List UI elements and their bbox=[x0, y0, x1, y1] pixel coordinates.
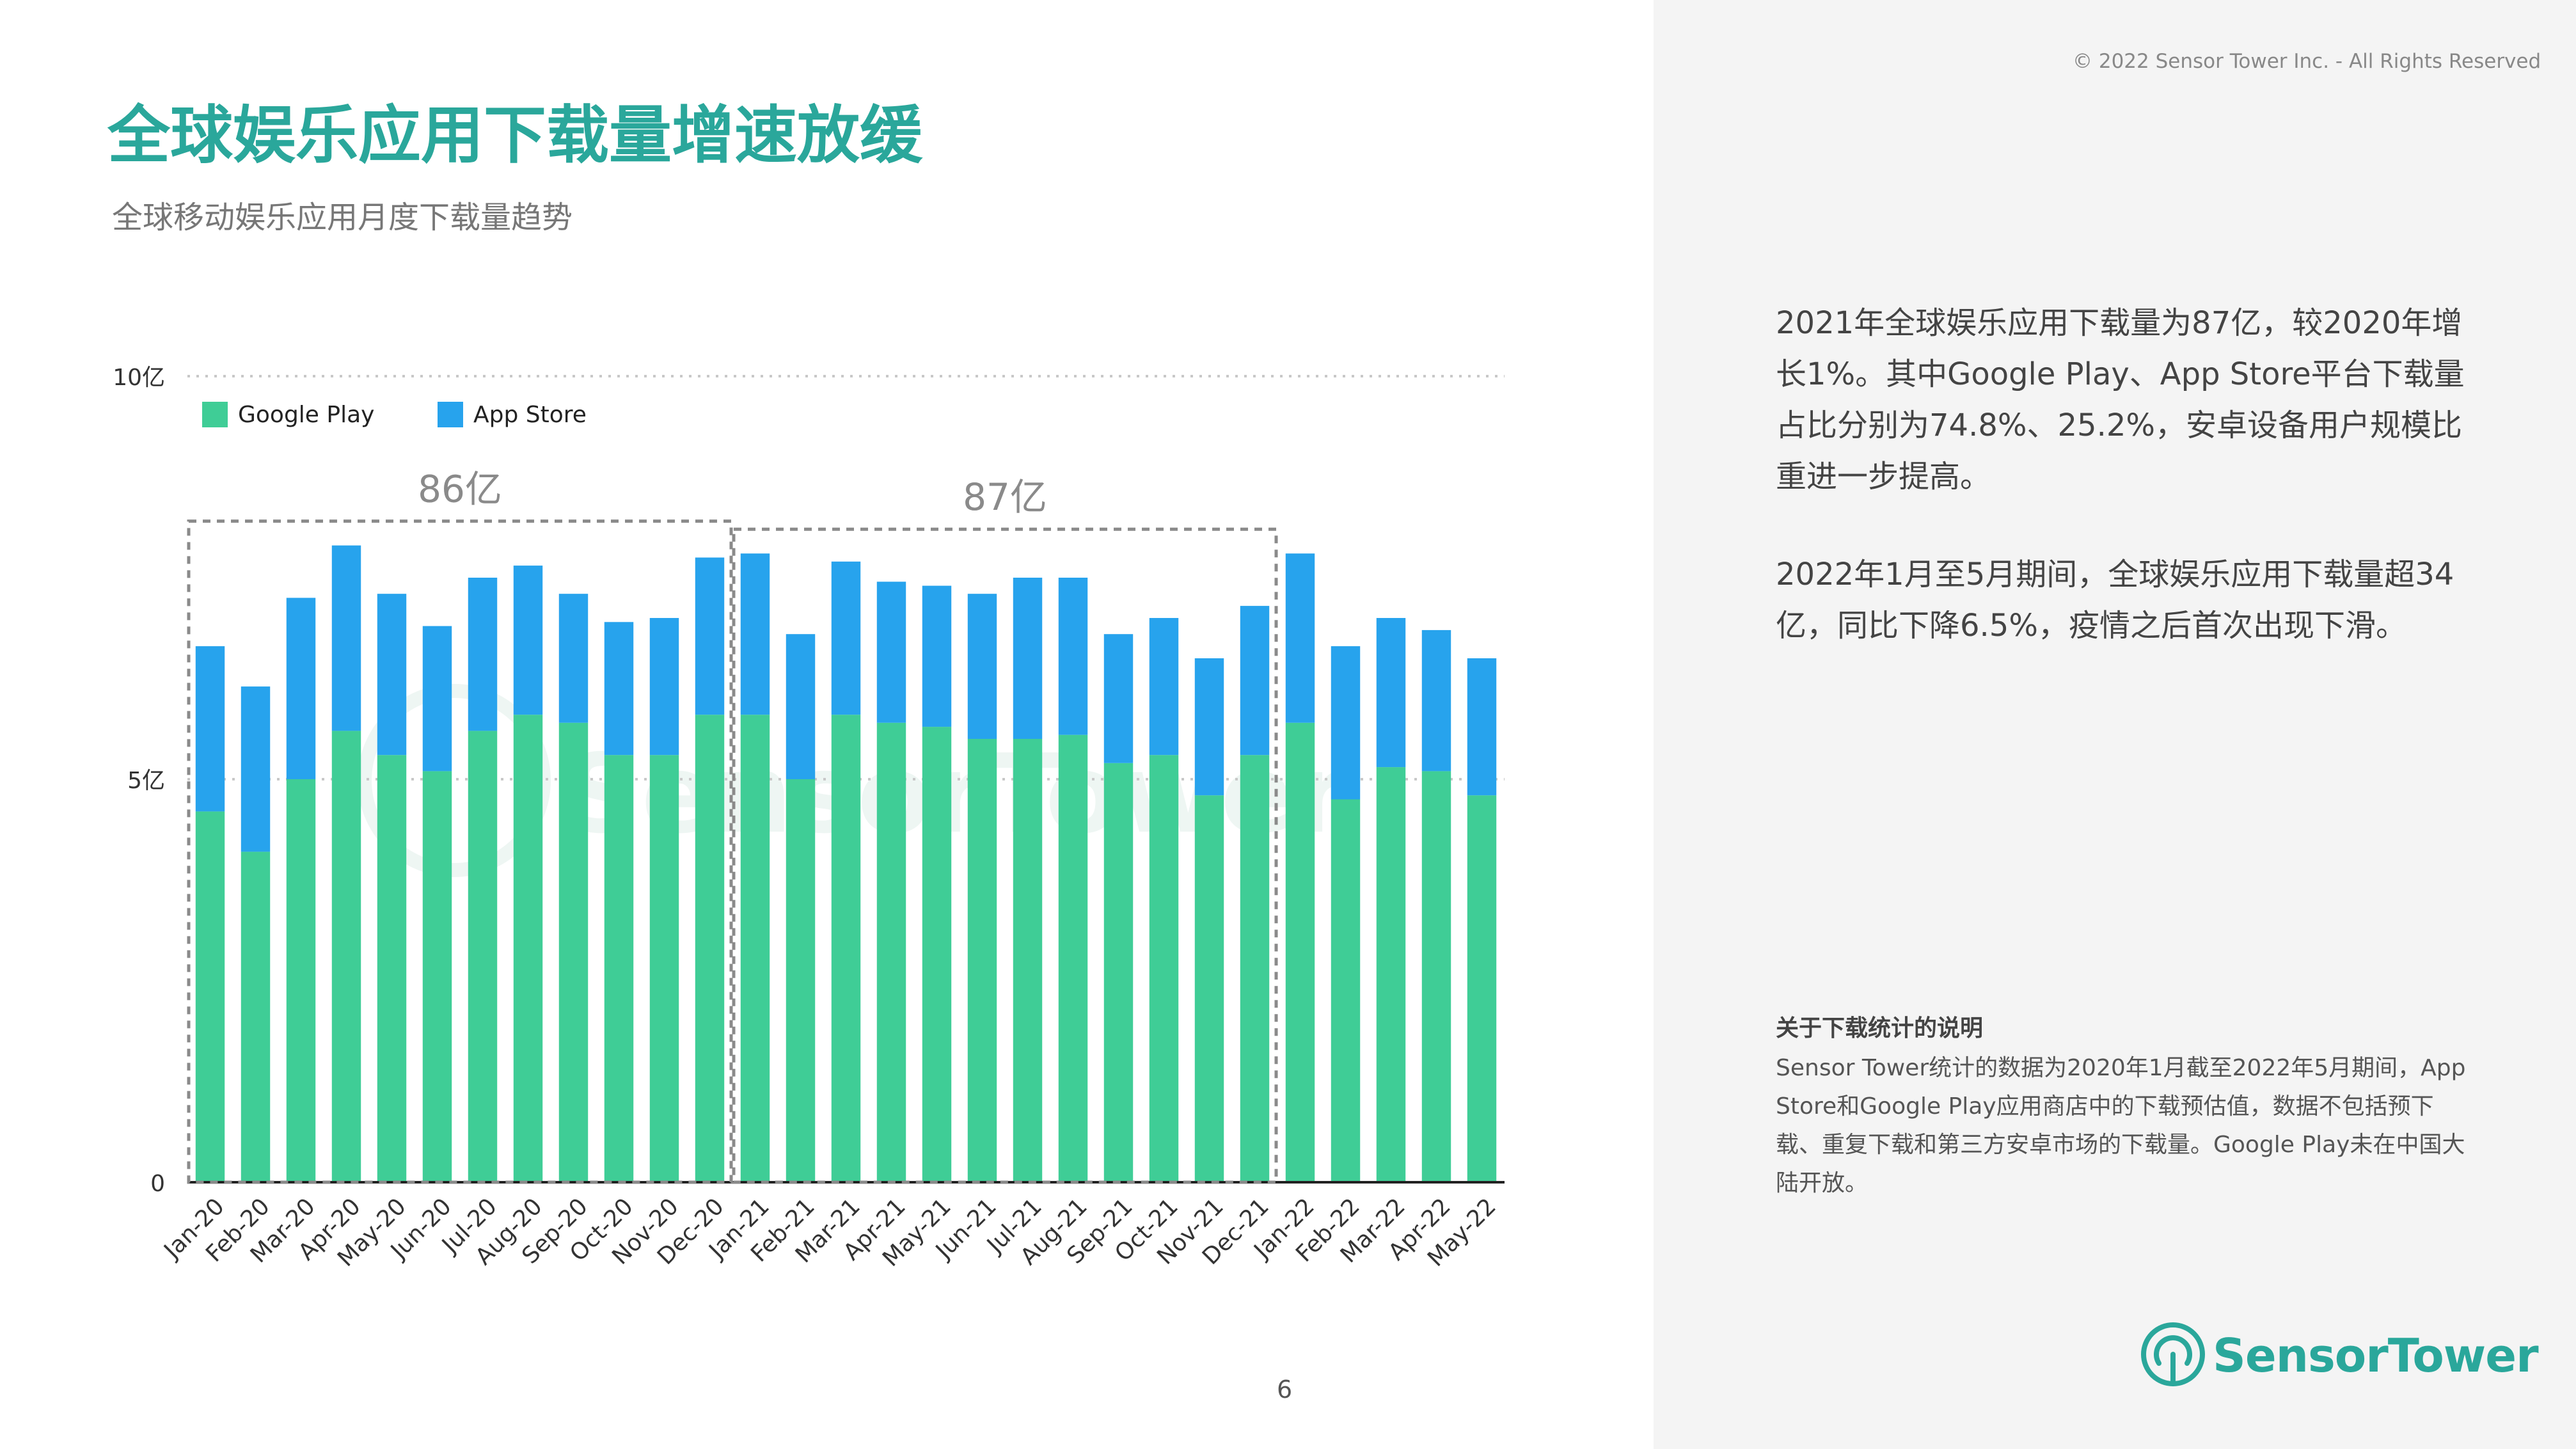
bar-app-store-May-21 bbox=[922, 585, 952, 727]
bar-google-play-Apr-20 bbox=[331, 731, 361, 1182]
annotation-box-1 bbox=[732, 527, 1278, 1184]
annotation-label: 87亿 bbox=[963, 475, 1047, 519]
note-body: Sensor Tower统计的数据为2020年1月截至2022年5月期间，App… bbox=[1776, 1055, 2466, 1196]
bar-app-store-Apr-20 bbox=[331, 545, 361, 731]
bar-app-store-Oct-20 bbox=[604, 622, 634, 756]
bar-google-play-Jan-22 bbox=[1285, 722, 1315, 1182]
copyright-text: © 2022 Sensor Tower Inc. - All Rights Re… bbox=[2073, 50, 2541, 73]
page-number: 6 bbox=[1277, 1375, 1293, 1404]
bar-google-play-Mar-22 bbox=[1376, 767, 1406, 1182]
bar-app-store-Dec-20 bbox=[695, 557, 725, 715]
logo-text: SensorTower bbox=[2213, 1329, 2539, 1382]
legend-swatch-google-play bbox=[202, 402, 228, 427]
bar-google-play-Oct-20 bbox=[604, 755, 634, 1182]
bar-app-store-Jun-20 bbox=[422, 626, 452, 772]
bar-google-play-Mar-20 bbox=[286, 779, 316, 1182]
stacked-bar-chart: SensorTower05亿10亿Jan-20Feb-20Mar-20Apr-2… bbox=[113, 365, 1505, 1272]
bar-app-store-Apr-22 bbox=[1421, 629, 1451, 772]
annotation-label: 86亿 bbox=[418, 468, 502, 511]
sensor-tower-logo-icon bbox=[2141, 1322, 2205, 1386]
y-tick-label: 5亿 bbox=[127, 768, 165, 794]
legend-label: App Store bbox=[473, 402, 587, 428]
legend-label: Google Play bbox=[238, 402, 374, 428]
bar-google-play-Apr-22 bbox=[1421, 771, 1451, 1182]
bar-google-play-May-21 bbox=[922, 727, 952, 1182]
bar-app-store-Jan-20 bbox=[195, 646, 225, 812]
bar-app-store-Mar-22 bbox=[1376, 618, 1406, 768]
bar-app-store-Feb-22 bbox=[1331, 646, 1361, 800]
bar-app-store-Nov-20 bbox=[649, 618, 679, 756]
bar-app-store-Feb-21 bbox=[786, 634, 816, 779]
bar-google-play-Feb-20 bbox=[241, 851, 271, 1182]
insight-paragraph-2022: 2022年1月至5月期间，全球娱乐应用下载量超34亿，同比下降6.5%，疫情之后… bbox=[1776, 557, 2454, 644]
bar-app-store-Sep-21 bbox=[1103, 634, 1134, 763]
note-title: 关于下载统计的说明 bbox=[1776, 1015, 1984, 1041]
bar-google-play-Oct-21 bbox=[1149, 755, 1179, 1182]
insights-panel bbox=[1654, 0, 2576, 1449]
bar-app-store-Mar-21 bbox=[831, 561, 861, 715]
bar-app-store-May-20 bbox=[377, 594, 407, 756]
bar-google-play-Jul-21 bbox=[1013, 739, 1043, 1182]
watermark-logo-icon bbox=[358, 684, 551, 877]
bar-google-play-Feb-22 bbox=[1331, 799, 1361, 1182]
bar-google-play-Jan-20 bbox=[195, 811, 225, 1182]
sensor-tower-logo: SensorTower bbox=[2140, 1321, 2539, 1391]
bar-google-play-Jun-21 bbox=[967, 739, 997, 1182]
y-tick-label: 0 bbox=[150, 1171, 165, 1197]
bar-app-store-Nov-21 bbox=[1194, 658, 1224, 796]
bar-google-play-Nov-20 bbox=[649, 755, 679, 1182]
bar-app-store-Sep-20 bbox=[558, 594, 589, 723]
bar-app-store-Jul-21 bbox=[1013, 578, 1043, 739]
bar-google-play-Apr-21 bbox=[876, 722, 906, 1182]
bar-app-store-Aug-21 bbox=[1058, 578, 1088, 735]
bar-app-store-Feb-20 bbox=[241, 686, 271, 852]
annotation-box-0 bbox=[187, 519, 733, 1184]
bar-app-store-Oct-21 bbox=[1149, 618, 1179, 756]
bar-google-play-Jul-20 bbox=[468, 731, 498, 1182]
chart-watermark: SensorTower bbox=[563, 731, 1348, 858]
bar-google-play-Aug-20 bbox=[513, 715, 543, 1182]
y-tick-label: 10亿 bbox=[113, 365, 165, 391]
bar-google-play-Jan-21 bbox=[740, 715, 770, 1182]
bar-app-store-Jun-21 bbox=[967, 594, 997, 739]
bar-google-play-Dec-21 bbox=[1240, 755, 1270, 1182]
bar-app-store-May-22 bbox=[1467, 658, 1497, 796]
bar-google-play-Jun-20 bbox=[422, 771, 452, 1182]
bar-app-store-Jul-20 bbox=[468, 578, 498, 731]
bar-app-store-Aug-20 bbox=[513, 566, 543, 715]
bar-app-store-Mar-20 bbox=[286, 598, 316, 779]
page-title: 全球娱乐应用下载量增速放缓 bbox=[107, 99, 923, 172]
bar-app-store-Apr-21 bbox=[876, 582, 906, 723]
bar-google-play-May-22 bbox=[1467, 795, 1497, 1182]
bar-google-play-Feb-21 bbox=[786, 779, 816, 1182]
legend-swatch-app-store bbox=[438, 402, 463, 427]
bar-google-play-Mar-21 bbox=[831, 715, 861, 1182]
bar-google-play-Aug-21 bbox=[1058, 734, 1088, 1182]
bar-app-store-Jan-21 bbox=[740, 553, 770, 715]
bar-google-play-Dec-20 bbox=[695, 715, 725, 1182]
bar-app-store-Jan-22 bbox=[1285, 553, 1315, 723]
bar-google-play-Nov-21 bbox=[1194, 795, 1224, 1182]
bar-google-play-Sep-21 bbox=[1103, 763, 1134, 1182]
bar-google-play-May-20 bbox=[377, 755, 407, 1182]
chart-subtitle: 全球移动娱乐应用月度下载量趋势 bbox=[112, 200, 573, 235]
bar-google-play-Sep-20 bbox=[558, 722, 589, 1182]
bar-app-store-Dec-21 bbox=[1240, 606, 1270, 756]
insight-paragraph-2021: 2021年全球娱乐应用下载量为87亿，较2020年增长1%。其中Google P… bbox=[1776, 305, 2465, 495]
